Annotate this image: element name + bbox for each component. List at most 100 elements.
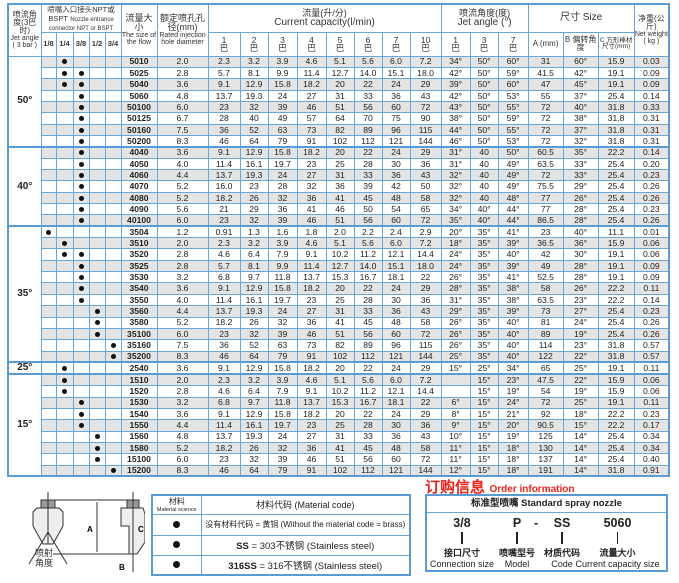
- connector-cell: [104, 339, 122, 352]
- capacity-value: 27: [296, 430, 327, 443]
- jet-angle-value: 35°: [469, 305, 499, 318]
- jet-angle-value: 29°: [440, 305, 471, 318]
- connector-cell: [104, 191, 122, 205]
- capacity-value: 41: [296, 203, 327, 216]
- available-dot-icon: [78, 172, 84, 178]
- capacity-value: 43: [409, 305, 442, 318]
- material-marker: [151, 534, 202, 556]
- capacity-value: 31: [325, 430, 355, 443]
- capacity-value: 18.2: [296, 407, 327, 421]
- connector-cell: [104, 248, 122, 261]
- size-c: 19.1: [597, 248, 635, 261]
- table-row: 40° 4040 3.6 9.1 12.9 15.8 18.2 20 22 24 29 31° 40 50…: [7, 145, 670, 227]
- connector-line: [461, 532, 463, 544]
- order-part: P 喷嘴型号 Model: [499, 516, 535, 569]
- capacity-value: 18.2: [207, 316, 241, 329]
- connector-cell: [104, 66, 122, 80]
- capacity-value: 23: [207, 453, 241, 466]
- header-capacity-pressure: 5 巴: [325, 31, 355, 57]
- capacity-value: 5.1: [325, 55, 355, 68]
- jet-angle-value: 46°: [440, 134, 471, 148]
- jet-angle-value: 18°: [497, 453, 529, 466]
- hole-diameter: 4.4: [156, 305, 209, 318]
- capacity-value: 23: [296, 157, 327, 171]
- available-dot-icon: [78, 400, 84, 406]
- capacity-value: 28: [207, 112, 241, 125]
- available-dot-icon: [78, 70, 84, 76]
- size-a: 42: [527, 248, 564, 261]
- connector-cell: [55, 282, 74, 295]
- capacity-value: 28: [353, 419, 383, 432]
- hole-diameter: 6.0: [156, 453, 209, 466]
- net-weight: 0.57: [633, 350, 670, 363]
- capacity-value: 11.4: [207, 419, 241, 432]
- connector-cell: [55, 373, 74, 387]
- size-c: 25.4: [597, 453, 635, 466]
- capacity-value: 51: [325, 100, 355, 114]
- capacity-value: 8.1: [239, 259, 269, 273]
- size-b: 37°: [562, 123, 599, 137]
- size-c: 25.4: [597, 89, 635, 102]
- size-a: 89: [527, 327, 564, 341]
- net-weight: 0.09: [633, 271, 670, 284]
- capacity-value: 42: [381, 180, 411, 193]
- connector-cell: [104, 100, 122, 114]
- header-text: 流量大小: [125, 13, 153, 33]
- capacity-value: 48: [381, 441, 411, 455]
- order-title-en: Order information: [489, 484, 575, 495]
- connector-cell: [88, 407, 106, 421]
- table-row: 35100 6.0 23 32 39 46 51 56 60 72 26° 35° 40° 89 19° 25…: [8, 327, 670, 341]
- connector-cell: [104, 361, 122, 375]
- available-dot-icon: [78, 423, 84, 429]
- capacity-value: 14.0: [353, 259, 383, 273]
- size-a: 23: [527, 225, 564, 239]
- size-a: 90.5: [527, 419, 564, 432]
- size-c: 19.1: [597, 259, 635, 273]
- jet-angle-value: [440, 385, 471, 398]
- connector-cell: [55, 66, 74, 80]
- flow-size: 1540: [120, 407, 158, 421]
- order-part-zh: 材质代码: [543, 548, 580, 558]
- available-dot-icon: [62, 378, 67, 383]
- size-c: 19.1: [597, 361, 635, 375]
- connector-cell: [88, 145, 106, 159]
- net-weight: 0.31: [633, 123, 670, 137]
- connector-cell: [88, 66, 106, 80]
- material-row: SS = 303不锈钢 (Stainless steel): [151, 534, 411, 556]
- connector-cell: [104, 350, 122, 363]
- connector-cell: [40, 134, 57, 148]
- capacity-value: 36: [207, 339, 241, 352]
- capacity-value: 33: [353, 430, 383, 443]
- connector-cell: [40, 123, 57, 137]
- jet-angle-value: 9°: [440, 419, 471, 432]
- size-b: 22°: [562, 350, 599, 363]
- capacity-value: 7.9: [267, 385, 298, 398]
- connector-cell: [104, 180, 122, 193]
- size-a: 63.5: [527, 293, 564, 307]
- jet-angle-value: 21°: [497, 407, 529, 421]
- connector-cell: [55, 214, 74, 227]
- connector-cell: [40, 248, 57, 261]
- connector-cell: [40, 66, 57, 80]
- capacity-value: 1.8: [296, 225, 327, 239]
- capacity-value: 11.2: [353, 248, 383, 261]
- connector-cell: [88, 453, 106, 466]
- size-c: 22.2: [597, 293, 635, 307]
- capacity-value: 32: [267, 191, 298, 205]
- capacity-value: 7.2: [409, 55, 442, 68]
- capacity-value: 36: [381, 305, 411, 318]
- jet-angle-value: 28°: [440, 282, 471, 295]
- jet-angle-value: 39°: [497, 305, 529, 318]
- hole-diameter: 5.2: [156, 441, 209, 455]
- capacity-value: 14.4: [409, 248, 442, 261]
- capacity-value: 24: [267, 89, 298, 102]
- capacity-value: 23: [207, 214, 241, 227]
- size-b: 27°: [562, 305, 599, 318]
- jet-angle-value: 35°: [469, 339, 499, 352]
- hole-diameter: 8.3: [156, 134, 209, 148]
- flow-size: 2540: [120, 361, 158, 375]
- flow-size: 5010: [120, 55, 158, 68]
- capacity-value: 9.1: [207, 407, 241, 421]
- capacity-value: 4.6: [296, 373, 327, 387]
- table-row: 1580 5.2 18.2 26 32 36 41 45 48 58 11° 15° 18° 130 14°…: [8, 441, 670, 455]
